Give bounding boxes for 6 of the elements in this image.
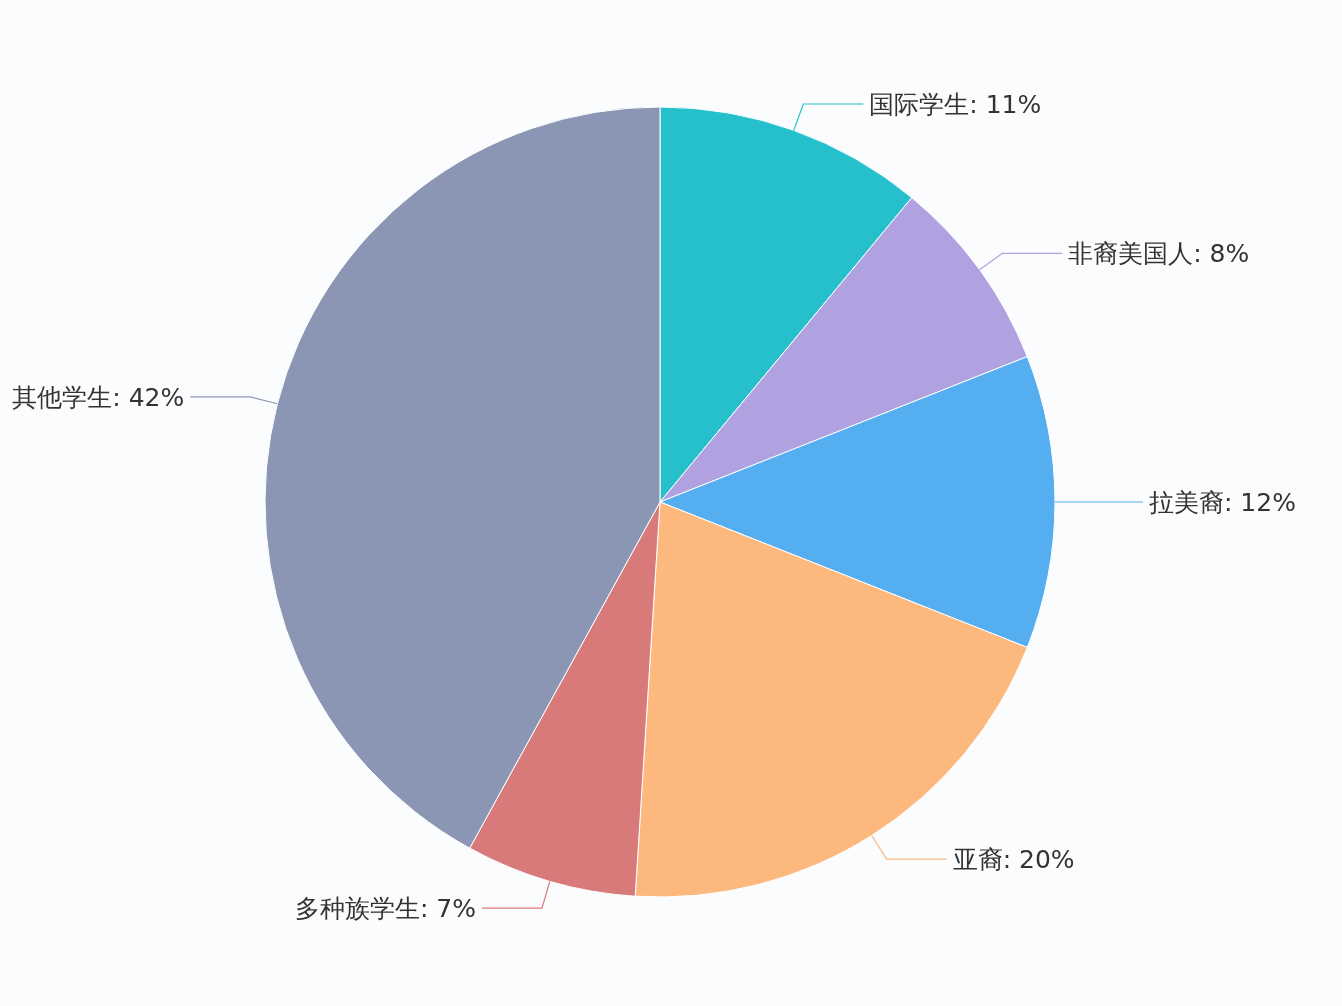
slice-label: 国际学生: 11%: [869, 89, 1042, 119]
slice-label: 亚裔: 20%: [952, 844, 1075, 874]
slice-label: 非裔美国人: 8%: [1068, 239, 1250, 269]
slice-label: 其他学生: 42%: [12, 382, 185, 412]
slice-label: 拉美裔: 12%: [1149, 487, 1296, 517]
slice-label: 多种族学生: 7%: [294, 893, 476, 923]
